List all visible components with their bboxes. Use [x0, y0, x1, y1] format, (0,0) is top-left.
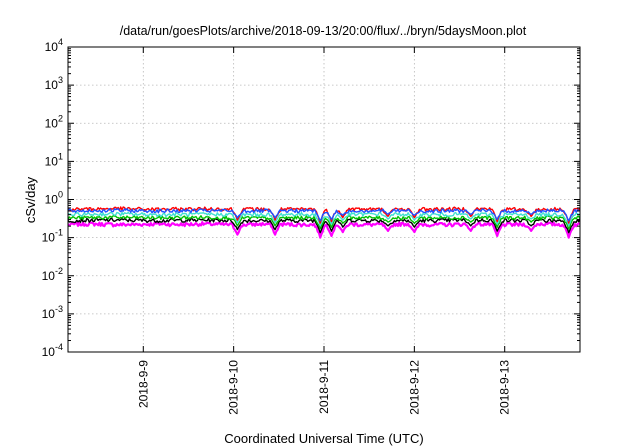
series-line: [68, 208, 580, 222]
y-tick-exponent: 1: [58, 151, 63, 161]
y-tick-exponent: -1: [55, 228, 63, 238]
series-group: [68, 206, 580, 239]
x-tick-label: 2018-9-11: [317, 360, 331, 414]
chart-title: /data/run/goesPlots/archive/2018-09-13/2…: [120, 24, 527, 38]
tick-marks: [68, 46, 580, 353]
y-tick-label: 102: [45, 113, 63, 130]
y-tick-exponent: 2: [58, 113, 63, 123]
y-tick-label: 101: [45, 151, 63, 168]
y-tick-base: 10: [42, 269, 56, 283]
y-tick-base: 10: [42, 231, 56, 245]
y-tick-base: 10: [42, 345, 56, 359]
x-tick-label: 2018-9-9: [136, 360, 150, 408]
y-tick-label: 10-3: [42, 304, 63, 321]
y-tick-exponent: 0: [58, 190, 63, 200]
x-tick-label: 2018-9-12: [407, 360, 421, 415]
x-tick-label: 2018-9-10: [227, 360, 241, 415]
y-tick-base: 10: [45, 78, 59, 92]
y-tick-label: 104: [45, 37, 63, 54]
y-tick-exponent: -3: [55, 304, 63, 314]
y-tick-label: 10-1: [42, 228, 63, 245]
y-tick-exponent: 4: [58, 37, 63, 47]
y-tick-label: 10-2: [42, 266, 63, 283]
y-tick-label: 10-4: [42, 342, 63, 359]
series-line: [68, 211, 580, 227]
y-tick-exponent: 3: [58, 75, 63, 85]
y-tick-exponent: -4: [55, 342, 63, 352]
y-tick-exponent: -2: [55, 266, 63, 276]
x-tick-labels: 2018-9-9 2018-9-10 2018-9-11 2018-9-12 2018-…: [136, 360, 511, 415]
y-axis-label: cSv/day: [23, 176, 38, 223]
series-line: [68, 217, 580, 234]
y-tick-base: 10: [45, 116, 59, 130]
y-tick-label: 103: [45, 75, 63, 92]
grid: [68, 47, 580, 352]
y-tick-base: 10: [45, 154, 59, 168]
series-line: [68, 215, 580, 230]
y-tick-base: 10: [45, 193, 59, 207]
y-tick-base: 10: [42, 307, 56, 321]
x-axis-label: Coordinated Universal Time (UTC): [224, 431, 423, 446]
y-tick-base: 10: [45, 40, 59, 54]
x-tick-label: 2018-9-13: [498, 360, 512, 415]
y-tick-label: 100: [45, 190, 63, 207]
series-line: [68, 221, 580, 239]
series-layer: [68, 206, 580, 239]
